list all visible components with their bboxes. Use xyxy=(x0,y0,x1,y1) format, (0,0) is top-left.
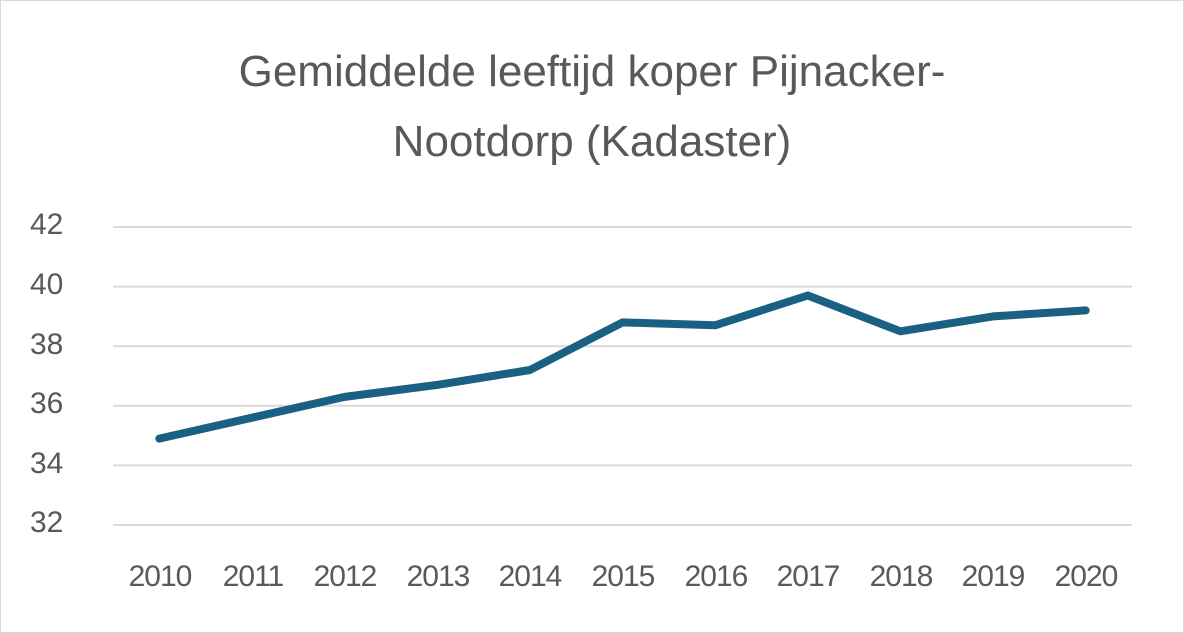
y-tick-label: 38 xyxy=(30,328,64,361)
chart-title-line-2: Nootdorp (Kadaster) xyxy=(392,117,792,166)
x-tick-label: 2016 xyxy=(684,560,749,593)
x-tick-label: 2011 xyxy=(222,560,285,593)
chart-title-line-1: Gemiddelde leeftijd koper Pijnacker- xyxy=(238,47,946,96)
x-tick-label: 2014 xyxy=(498,560,563,593)
x-tick-label: 2015 xyxy=(591,560,656,593)
x-tick-label: 2013 xyxy=(406,560,471,593)
x-tick-label: 2017 xyxy=(776,560,841,593)
x-tick-label: 2018 xyxy=(869,560,934,593)
y-tick-label: 34 xyxy=(30,447,64,480)
y-tick-label: 36 xyxy=(30,387,64,420)
y-tick-label: 40 xyxy=(30,268,64,301)
x-tick-label: 2020 xyxy=(1054,560,1119,593)
y-tick-label: 42 xyxy=(30,208,64,241)
y-tick-label: 32 xyxy=(30,506,64,539)
data-line xyxy=(155,291,1090,443)
gridlines xyxy=(113,226,1132,526)
x-tick-label: 2012 xyxy=(313,560,378,593)
x-tick-label: 2019 xyxy=(961,560,1026,593)
x-tick-label: 2010 xyxy=(128,560,193,593)
